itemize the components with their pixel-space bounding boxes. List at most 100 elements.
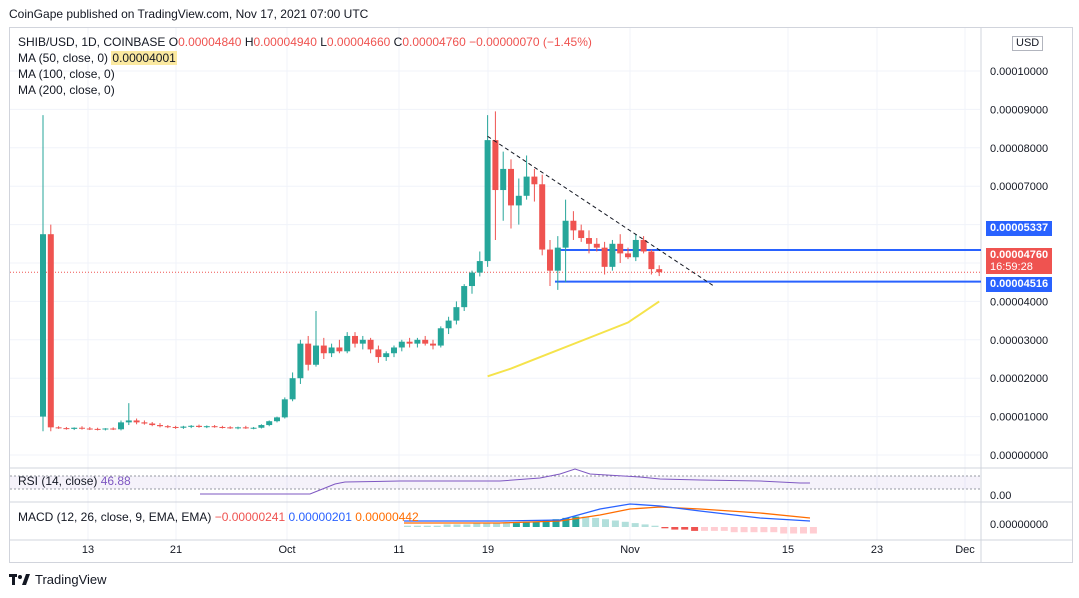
macd-histogram-bar — [493, 523, 501, 527]
candle-up — [609, 243, 616, 267]
candle-down — [55, 427, 62, 429]
macd-histogram-bar — [542, 520, 550, 527]
macd-histogram-bar — [404, 525, 411, 527]
candle-up — [359, 339, 366, 344]
change-value: −0.00000070 (−1.45%) — [469, 35, 592, 49]
time-tick-label: 23 — [871, 544, 883, 556]
candle-up — [469, 272, 475, 287]
macd-histogram-bar — [780, 527, 788, 534]
candle-down — [593, 243, 600, 248]
macd-histogram-bar — [443, 524, 451, 527]
rsi-label[interactable]: RSI (14, close) — [18, 474, 98, 488]
candle-up — [203, 426, 210, 428]
time-tick-label: 21 — [170, 544, 182, 556]
chart-frame — [9, 27, 1073, 563]
candle-down — [164, 426, 171, 428]
candle-down — [227, 427, 234, 429]
candle-down — [336, 347, 343, 352]
candle-up — [523, 176, 530, 196]
tradingview-logo-icon — [9, 573, 30, 585]
tradingview-brand[interactable]: TradingView — [9, 572, 107, 587]
macd-histogram-bar — [572, 516, 580, 527]
candle-up — [484, 140, 491, 262]
price-tick-label: 0.00002000 — [990, 373, 1048, 385]
macd-histogram-bar — [760, 527, 768, 533]
macd-histogram-bar — [512, 523, 520, 527]
time-tick-label: Nov — [620, 544, 640, 556]
candle-up — [274, 417, 280, 422]
open-value: 0.00004840 — [178, 35, 242, 49]
rsi-line — [200, 468, 810, 495]
price-tick-label: 0.00004000 — [990, 296, 1048, 308]
candle-up — [188, 425, 195, 427]
candle-up — [461, 286, 468, 308]
macd-histogram-bar — [522, 521, 530, 527]
rsi-band — [10, 476, 980, 489]
candle-down — [625, 253, 631, 258]
candle-up — [437, 328, 444, 346]
bar-countdown: 16:59:28 — [990, 261, 1033, 273]
candle-down — [305, 343, 312, 365]
symbol-label[interactable]: SHIB/USD, 1D, COINBASE — [18, 35, 166, 49]
candle-down — [539, 184, 546, 250]
candle-up — [266, 421, 273, 426]
time-tick-label: Oct — [278, 544, 295, 556]
macd-histogram-bar — [473, 523, 481, 527]
candle-down — [242, 427, 249, 429]
candle-down — [531, 176, 538, 185]
ma200-label[interactable]: MA (200, close, 0) — [18, 83, 115, 97]
candle-down — [640, 239, 647, 252]
macd-label[interactable]: MACD (12, 26, close, 9, EMA, EMA) — [18, 510, 212, 524]
ma100-label[interactable]: MA (100, close, 0) — [18, 67, 115, 81]
macd-histogram-bar — [691, 527, 699, 531]
resistance-price-tag: 0.00005337 — [986, 221, 1053, 236]
candle-up — [180, 426, 187, 428]
candle-down — [586, 238, 592, 244]
levels — [10, 249, 981, 283]
macd-histogram-bar — [503, 523, 510, 527]
macd-histogram-bar — [750, 527, 758, 533]
macd-legend: MACD (12, 26, close, 9, EMA, EMA) −0.000… — [18, 510, 419, 524]
candle-down — [352, 335, 358, 344]
ma-lines — [487, 300, 660, 378]
candle-up — [40, 234, 46, 417]
macd-histogram-bar — [592, 517, 600, 527]
candle-down — [219, 426, 226, 428]
candle-down — [157, 425, 163, 427]
candle-up — [515, 195, 522, 206]
macd-line-value: 0.00000201 — [288, 510, 352, 524]
candle-down — [617, 243, 624, 254]
candle-up — [289, 378, 296, 400]
macd-histogram-bar — [532, 521, 540, 527]
current-price-tag: 0.00004760 16:59:28 — [986, 248, 1053, 274]
candle-down — [320, 345, 327, 354]
macd-histogram-bar — [631, 523, 639, 527]
price-tick-label: 0.00009000 — [990, 104, 1048, 116]
chart-legend: SHIB/USD, 1D, COINBASE O0.00004840 H0.00… — [18, 34, 592, 98]
trend-lines — [487, 135, 715, 287]
price-tick-label: 0.00008000 — [990, 143, 1048, 155]
macd-histogram-bar — [661, 527, 669, 529]
macd-histogram-bar — [433, 525, 441, 527]
macd-hist-value: −0.00000241 — [214, 510, 286, 524]
candle-up — [554, 247, 561, 271]
rsi-axis-label: 0.00 — [990, 490, 1012, 502]
candle-down — [172, 426, 179, 428]
macd-histogram-bar — [710, 527, 718, 531]
time-tick-label: 19 — [482, 544, 494, 556]
candle-down — [63, 428, 70, 430]
macd-histogram-bar — [582, 516, 590, 527]
macd-axis-label: 0.00000000 — [990, 519, 1049, 531]
macd-histogram-bar — [809, 527, 817, 534]
macd-histogram-bar — [423, 525, 431, 527]
candle-down — [47, 234, 54, 428]
candle-up — [344, 335, 351, 352]
close-label: C — [393, 35, 403, 49]
high-value: 0.00004940 — [253, 35, 317, 49]
currency-badge[interactable]: USD — [1012, 36, 1044, 51]
candle-up — [391, 347, 397, 354]
candle-up — [476, 261, 483, 273]
ma50-label[interactable]: MA (50, close, 0) — [18, 51, 109, 65]
candle-down — [547, 249, 553, 271]
